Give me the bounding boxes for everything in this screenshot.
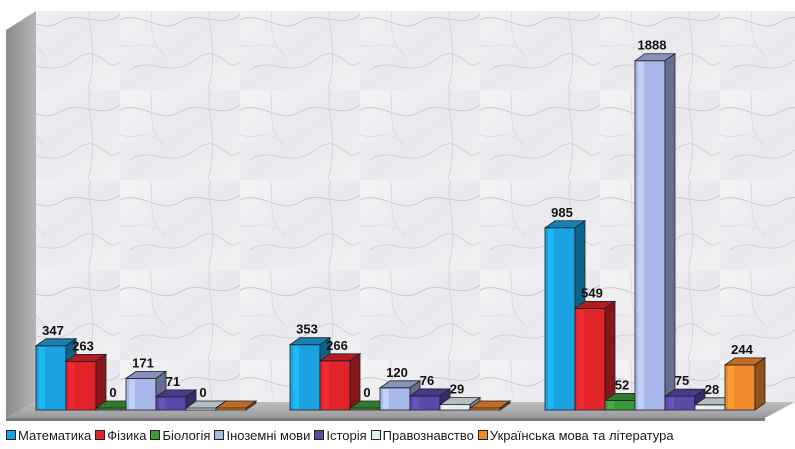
data-label: 0 — [363, 385, 370, 400]
chart-back-wall — [36, 11, 795, 402]
legend-label: Історія — [326, 427, 367, 443]
legend-item: Історія — [314, 427, 367, 443]
data-label: 0 — [109, 385, 116, 400]
data-label: 29 — [450, 382, 464, 397]
bar — [214, 400, 258, 411]
chart-floor-edge — [6, 418, 765, 421]
legend-swatch — [477, 430, 488, 440]
data-label: 75 — [675, 373, 689, 388]
data-label: 549 — [581, 285, 603, 300]
legend-swatch — [150, 430, 161, 440]
legend-swatch — [6, 430, 16, 440]
data-label: 263 — [72, 338, 94, 353]
legend-swatch — [370, 430, 381, 440]
data-label: 266 — [326, 338, 348, 353]
bar — [288, 336, 332, 411]
bar — [408, 388, 452, 411]
data-label: 0 — [199, 385, 206, 400]
legend-item: Біологія — [150, 428, 210, 443]
legend-swatch — [95, 430, 106, 440]
bar — [663, 388, 707, 411]
bar — [64, 353, 108, 411]
data-label: 52 — [615, 377, 629, 392]
legend-item: Правознавство — [370, 427, 474, 443]
data-label: 71 — [166, 374, 180, 389]
data-label: 353 — [296, 322, 318, 337]
bar — [633, 52, 677, 411]
data-label: 985 — [551, 205, 573, 220]
data-label: 120 — [386, 365, 408, 380]
value-labels-layer: 347 263 0 171 71 0 353 266 0 120 76 29 985 549 52 1888 7… — [42, 38, 753, 400]
bar — [154, 389, 198, 411]
legend-item: Іноземні мови — [214, 428, 310, 443]
legend-label: Іноземні мови — [226, 427, 311, 443]
legend-label: Правознавство — [382, 427, 474, 443]
bar — [723, 357, 767, 411]
data-label: 171 — [132, 355, 154, 370]
bar — [573, 300, 617, 411]
legend-item: Фізика — [95, 428, 146, 443]
data-label: 347 — [42, 323, 64, 338]
data-label: 28 — [705, 382, 719, 397]
legend-swatch — [214, 430, 225, 440]
bar — [543, 220, 587, 411]
legend-swatch — [314, 430, 325, 440]
legend-label: Фізика — [107, 427, 147, 443]
bars-layer — [34, 52, 767, 411]
chart-side-wall — [6, 11, 36, 418]
legend-item: Українська мова та література — [477, 427, 674, 443]
bar — [318, 353, 362, 411]
legend: Математика Фізика Біологія Іноземні мови Іст… — [6, 427, 792, 443]
data-label: 1888 — [638, 38, 667, 53]
legend-label: Біологія — [162, 427, 211, 443]
data-label: 76 — [420, 373, 434, 388]
legend-item: Математика — [6, 428, 91, 443]
data-label: 244 — [731, 342, 753, 357]
bar — [438, 396, 482, 411]
legend-label: Українська мова та література — [489, 427, 674, 443]
legend-label: Математика — [18, 427, 92, 443]
bar — [468, 400, 512, 411]
